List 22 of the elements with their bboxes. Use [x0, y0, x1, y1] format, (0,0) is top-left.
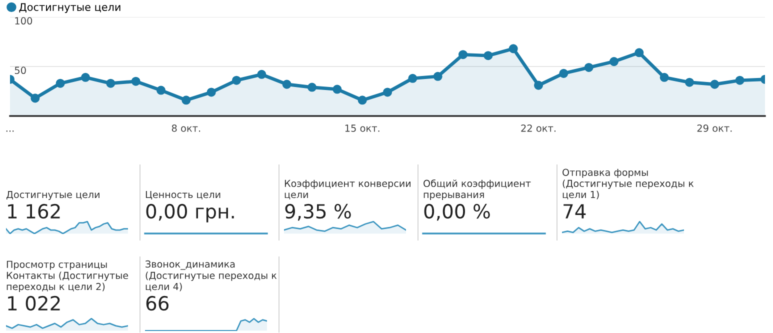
text: 1 162	[8, 204, 60, 219]
y-tick-label: 50	[14, 66, 26, 74]
chart-title: Звонок_динамика (Достигнутые переходы к цели 4)	[146, 260, 277, 292]
chart-title: Просмотр страницы Контакты (Достигнутые переходы к цели 2)	[6, 260, 128, 292]
text: 0,00 грн.	[146, 204, 234, 222]
chart-title: Коэффициент конверсии цели	[284, 180, 410, 200]
x-tick-label: 15 окт.	[345, 124, 380, 132]
chart-title: Достигнутые цели	[6, 191, 100, 200]
x-tick-label: 22 окт.	[521, 124, 556, 132]
text: 74	[564, 204, 586, 218]
text: Общий коэффициент прерывания	[424, 179, 531, 200]
chart-title: Отправка формы (Достигнутые переходы к цели 1)	[562, 168, 694, 200]
text: 1 022	[8, 296, 60, 311]
y-tick-label: 100	[15, 17, 32, 25]
text: 0,00 %	[424, 204, 490, 221]
x-tick-label: 8 окт.	[172, 124, 200, 132]
x-tick-label: 29 окт.	[697, 124, 732, 132]
text: Ценность цели	[146, 191, 220, 200]
x-tick-label: ...	[6, 130, 14, 132]
text: 9,35 %	[285, 204, 351, 221]
legend-label: Достигнутые цели	[19, 3, 120, 13]
text: 66	[146, 296, 169, 311]
